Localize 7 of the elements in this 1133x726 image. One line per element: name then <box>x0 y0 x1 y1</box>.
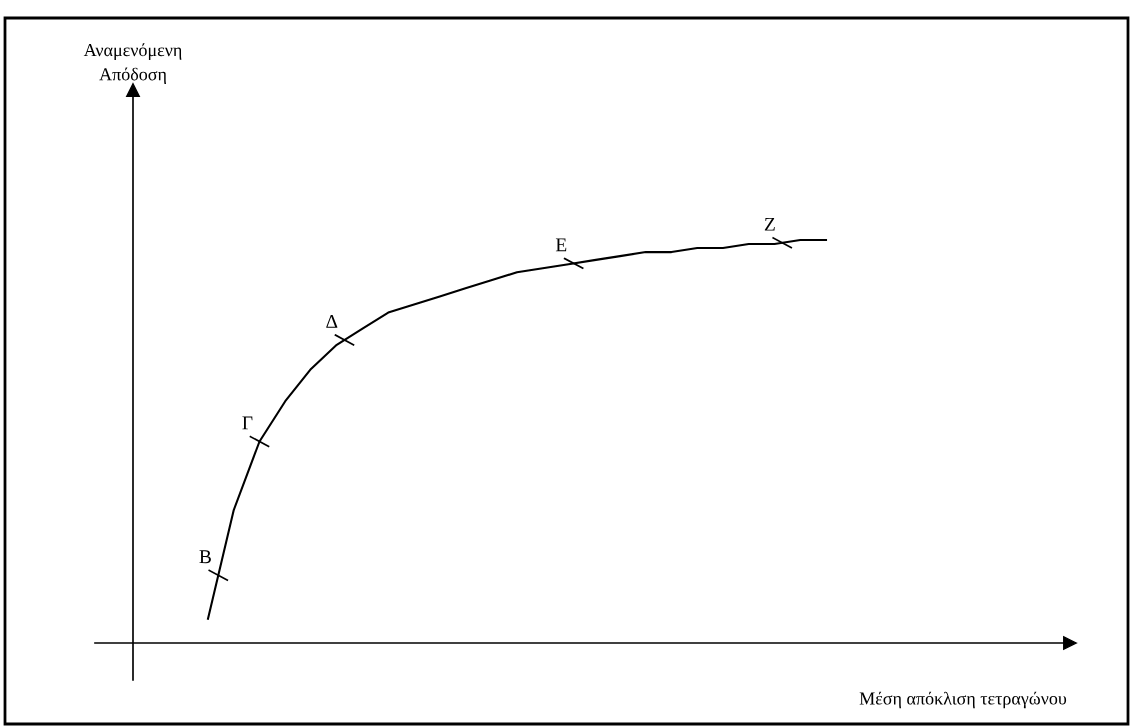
annotation: E <box>555 238 567 252</box>
annotation: Γ <box>242 416 253 430</box>
text: Αναμενόμενη Απόδοση <box>83 43 182 85</box>
annotation: B <box>199 550 211 564</box>
annotation: Δ <box>326 314 338 328</box>
text: Z <box>764 217 775 231</box>
text: Μέση απόκλιση τετραγώνου <box>859 691 1067 709</box>
